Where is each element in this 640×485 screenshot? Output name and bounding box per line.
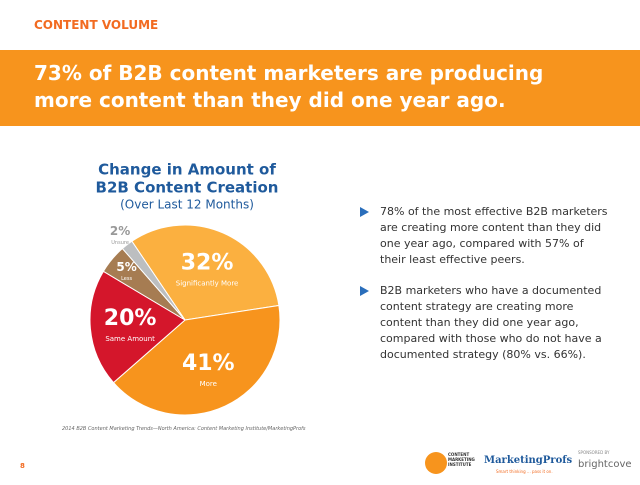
slice-label: Significantly More xyxy=(176,280,239,288)
sponsor-label: SPONSORED BY xyxy=(578,450,610,455)
value-label: 2% xyxy=(110,224,130,238)
bullet-icon xyxy=(360,207,369,217)
chart-title: Change in Amount of xyxy=(98,161,276,179)
slice-label: Unsure xyxy=(111,240,129,246)
section-title: CONTENT VOLUME xyxy=(34,18,159,32)
value-label: 20% xyxy=(104,306,157,331)
logo-text: MarketingProfs xyxy=(484,455,573,466)
logo-text: CONTENT MARKETING INSTITUTE xyxy=(448,452,475,467)
logo-text: brightcove xyxy=(578,459,632,470)
slice-label: Same Amount xyxy=(105,335,155,343)
value-label: 32% xyxy=(181,251,234,276)
pie-slice xyxy=(112,304,281,416)
source-note: 2014 B2B Content Marketing Trends—North … xyxy=(62,426,306,432)
pie-slice xyxy=(89,270,186,384)
page-number: 8 xyxy=(20,462,25,470)
slice-label: Less xyxy=(121,276,132,282)
bullet-text: B2B marketers who have a documented cont… xyxy=(380,284,602,361)
chart: Change in Amount of B2B Content Creation… xyxy=(89,161,281,416)
logo-tagline: Smart thinking ... pass it on. xyxy=(496,469,553,474)
value-label: 41% xyxy=(182,351,235,376)
bullet-text: 78% of the most effective B2B marketers … xyxy=(380,205,608,266)
header-band xyxy=(0,50,640,126)
pie-slice xyxy=(131,224,280,321)
value-label: 5% xyxy=(116,260,136,274)
headline: 73% of B2B content marketers are produci… xyxy=(34,61,544,112)
bullet-icon xyxy=(360,286,369,296)
pie-slice xyxy=(121,240,186,321)
chart-title: B2B Content Creation xyxy=(96,179,279,197)
slice-label: More xyxy=(200,380,217,388)
chart-subtitle: (Over Last 12 Months) xyxy=(120,198,254,212)
logo-icon xyxy=(425,452,447,474)
